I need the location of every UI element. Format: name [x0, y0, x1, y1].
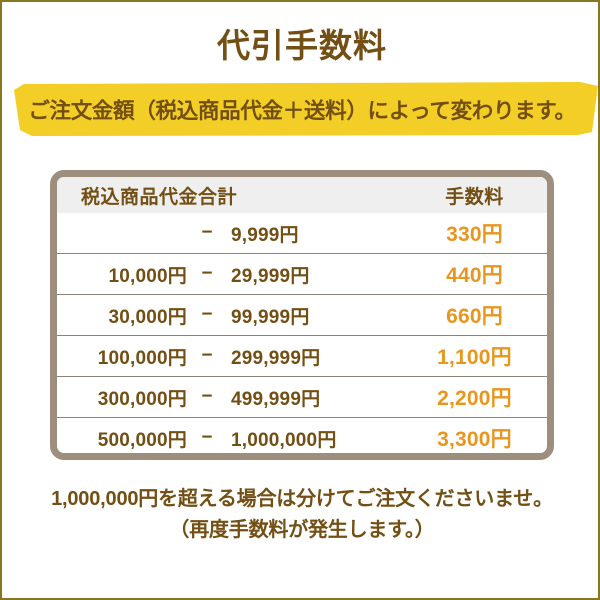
fee-value: 660円 [402, 294, 547, 336]
table-row: 300,000円 −499,999円 2,200円 [57, 376, 547, 418]
range-from: 10,000円 [108, 265, 187, 287]
table-header-row: 税込商品代金合計 手数料 [57, 177, 547, 213]
table-row: −9,999円 330円 [57, 213, 547, 254]
range-to: 99,999円 [231, 306, 310, 328]
range-dash-icon: − [201, 345, 213, 366]
table-row: 30,000円 −99,999円 660円 [57, 294, 547, 336]
footer-note-line-1: 1,000,000円を超える場合は分けてご注文くださいませ。 [51, 488, 553, 510]
range-dash-icon: − [201, 304, 213, 325]
range-from: 300,000円 [97, 388, 187, 410]
subtitle-text: ご注文金額（税込商品代金＋送料）によって変わります。 [28, 98, 576, 123]
range-cell: 100,000円 −299,999円 [57, 335, 402, 377]
fee-table-body: −9,999円 330円 10,000円 −29,999円 440円 30,000… [57, 213, 547, 453]
range-cell: 300,000円 −499,999円 [57, 376, 402, 418]
range-to: 299,999円 [231, 347, 321, 369]
range-cell: 10,000円 −29,999円 [57, 253, 402, 295]
fee-value: 3,300円 [402, 417, 547, 453]
footer-note-line-2: （再度手数料が発生します。） [169, 519, 435, 541]
banner-brush-shape [14, 82, 598, 136]
range-dash-icon: − [201, 427, 213, 448]
page-title: 代引手数料 [217, 27, 387, 64]
table-row: 500,000円 −1,000,000円 3,300円 [57, 417, 547, 453]
fee-value: 330円 [446, 223, 503, 246]
range-to: 1,000,000円 [231, 429, 337, 451]
range-to: 29,999円 [231, 265, 310, 287]
subtitle-banner: ご注文金額（税込商品代金＋送料）によって変わります。 [2, 82, 598, 136]
table-row: 10,000円 −29,999円 440円 [57, 253, 547, 295]
range-dash-icon: − [201, 386, 213, 407]
fee-table: 税込商品代金合計 手数料 −9,999円 330円 10,000円 −29,999… [57, 177, 547, 453]
range-dash-icon: − [201, 263, 213, 284]
range-cell: 500,000円 −1,000,000円 [57, 417, 402, 453]
range-from: 100,000円 [97, 347, 187, 369]
table-row: 100,000円 −299,999円 1,100円 [57, 335, 547, 377]
range-from: 500,000円 [97, 429, 187, 451]
fee-table-card: 税込商品代金合計 手数料 −9,999円 330円 10,000円 −29,999… [50, 170, 554, 460]
header-fee: 手数料 [402, 177, 547, 213]
range-cell: −9,999円 [57, 213, 402, 254]
range-cell: 30,000円 −99,999円 [57, 294, 402, 336]
range-to: 9,999円 [231, 224, 299, 246]
fee-value: 2,200円 [402, 376, 547, 418]
header-range: 税込商品代金合計 [57, 177, 402, 213]
footer-note: 1,000,000円を超える場合は分けてご注文くださいませ。 （再度手数料が発生… [2, 484, 598, 546]
range-to: 499,999円 [231, 388, 321, 410]
range-from: 30,000円 [108, 306, 187, 328]
fee-value: 440円 [402, 253, 547, 295]
fee-value: 1,100円 [402, 335, 547, 377]
range-dash-icon: − [201, 222, 213, 243]
